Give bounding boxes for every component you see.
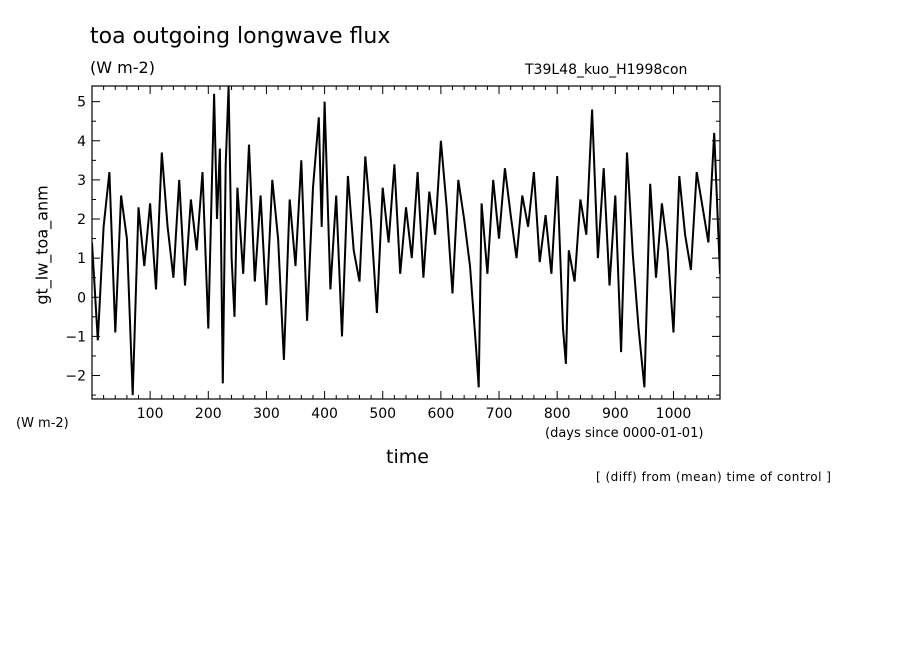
x-axis-units: (days since 0000-01-01) (545, 426, 704, 441)
title-units: (W m-2) (90, 58, 155, 77)
y-tick-label: 4 (77, 134, 86, 150)
series-line (92, 86, 720, 396)
run-label: T39L48_kuo_H1998con (525, 62, 688, 78)
x-tick-label: 900 (602, 406, 629, 422)
plot-frame (91, 85, 721, 400)
x-tick-label: 700 (486, 406, 513, 422)
y-tick-label: 1 (77, 251, 86, 267)
y-tick-label: −1 (65, 329, 86, 345)
x-tick-label: 1000 (656, 406, 692, 422)
y-tick-label: 0 (77, 290, 86, 306)
x-tick-label: 500 (369, 406, 396, 422)
y-tick-label: −2 (65, 369, 86, 385)
y-tick-label: 5 (77, 95, 86, 111)
x-tick-label: 400 (311, 406, 338, 422)
x-tick-label: 100 (137, 406, 164, 422)
x-tick-label: 800 (544, 406, 571, 422)
chart-title: toa outgoing longwave flux (90, 24, 391, 49)
y-tick-label: 2 (77, 212, 86, 228)
x-tick-label: 600 (428, 406, 455, 422)
x-axis-label: time (386, 446, 429, 468)
y-tick-label: 3 (77, 173, 86, 189)
footnote: [ (diff) from (mean) time of control ] (596, 470, 832, 484)
y-axis-units: (W m-2) (16, 416, 69, 431)
x-tick-label: 300 (253, 406, 280, 422)
x-tick-label: 200 (195, 406, 222, 422)
